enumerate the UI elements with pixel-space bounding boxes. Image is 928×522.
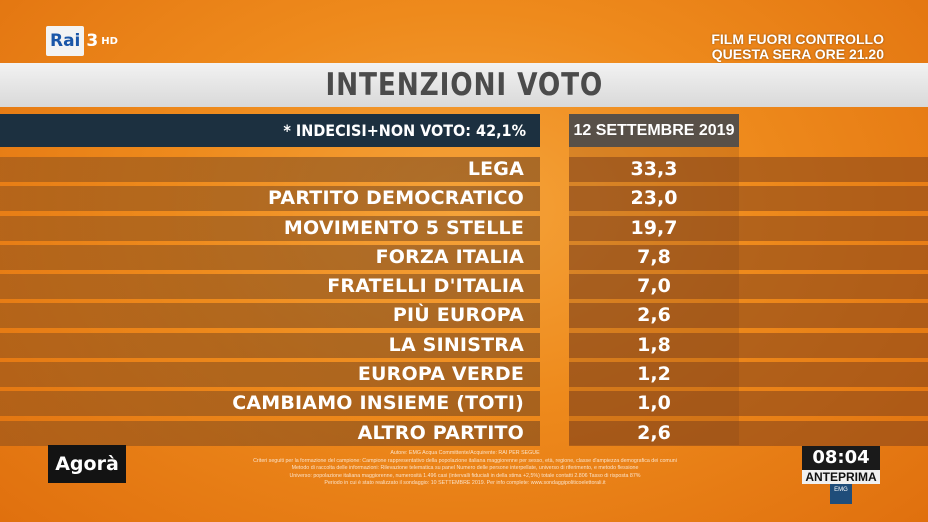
footnote-line: Metodo di raccolta delle informazioni: R…	[291, 465, 639, 472]
channel-logo: Rai 3 HD	[46, 24, 118, 58]
promo-line-1: FILM FUORI CONTROLLO	[711, 31, 884, 47]
undecided-note: * INDECISI+NON VOTO: 42,1%	[0, 114, 540, 147]
party-name: CAMBIAMO INSIEME (TOTI)	[0, 391, 540, 417]
clock-time: 08:04	[802, 446, 880, 470]
table-row: FRATELLI D'ITALIA 7,0	[0, 272, 928, 301]
table-row: PIÙ EUROPA 2,6	[0, 301, 928, 330]
party-value: 2,6	[637, 421, 671, 444]
party-value: 7,0	[637, 275, 671, 298]
table-row: MOVIMENTO 5 STELLE 19,7	[0, 214, 928, 243]
footnote-line: Universo: popolazione italiana maggioren…	[289, 472, 641, 479]
channel-number: 3	[86, 31, 99, 51]
poll-date: 12 SETTEMBRE 2019	[569, 114, 739, 147]
clock-widget: 08:04 ANTEPRIMA EMG	[802, 446, 880, 504]
party-name: MOVIMENTO 5 STELLE	[0, 215, 540, 241]
party-name: LA SINISTRA	[0, 332, 540, 358]
party-value: 1,2	[637, 363, 671, 386]
title-bar: INTENZIONI VOTO	[0, 63, 928, 107]
party-name: FRATELLI D'ITALIA	[0, 274, 540, 300]
party-value: 19,7	[630, 216, 678, 239]
party-value: 23,0	[630, 187, 678, 210]
table-row: ALTRO PARTITO 2,6	[0, 419, 928, 448]
footnote-line: Autore: EMG Acqua Committente/Acquirente…	[390, 450, 540, 456]
promo-line-2: QUESTA SERA ORE 21.20	[711, 46, 884, 62]
table-row: PARTITO DEMOCRATICO 23,0	[0, 184, 928, 213]
table-row: EUROPA VERDE 1,2	[0, 360, 928, 389]
methodology-footnote: Autore: EMG Acqua Committente/Acquirente…	[180, 450, 750, 488]
party-value: 33,3	[630, 158, 678, 180]
party-name: FORZA ITALIA	[0, 244, 540, 270]
party-value: 1,8	[637, 333, 671, 356]
page-title: INTENZIONI VOTO	[325, 67, 603, 103]
table-row: FORZA ITALIA 7,8	[0, 243, 928, 272]
pollster-logo: EMG	[830, 484, 852, 504]
rai-logo: Rai	[46, 26, 85, 56]
hd-badge: HD	[101, 35, 118, 47]
table-row: LA SINISTRA 1,8	[0, 331, 928, 360]
promo-banner: FILM FUORI CONTROLLO QUESTA SERA ORE 21.…	[711, 32, 884, 62]
table-row: LEGA 33,3	[0, 155, 928, 184]
party-name: ALTRO PARTITO	[0, 420, 540, 446]
party-name: PIÙ EUROPA	[0, 303, 540, 329]
party-value: 2,6	[637, 304, 671, 327]
party-value: 7,8	[637, 245, 671, 268]
table-row: CAMBIAMO INSIEME (TOTI) 1,0	[0, 389, 928, 418]
party-name: PARTITO DEMOCRATICO	[0, 186, 540, 212]
footnote-line: Periodo in cui è stato realizzato il son…	[324, 480, 606, 487]
party-value: 1,0	[637, 392, 671, 415]
poll-table: LEGA 33,3 PARTITO DEMOCRATICO 23,0 MOVIM…	[0, 155, 928, 448]
show-logo: Agorà	[48, 445, 126, 483]
footnote-line: Criteri seguiti per la formazione del ca…	[253, 457, 677, 464]
party-name: EUROPA VERDE	[0, 362, 540, 388]
party-name: LEGA	[0, 157, 540, 182]
clock-label: ANTEPRIMA	[802, 470, 880, 484]
